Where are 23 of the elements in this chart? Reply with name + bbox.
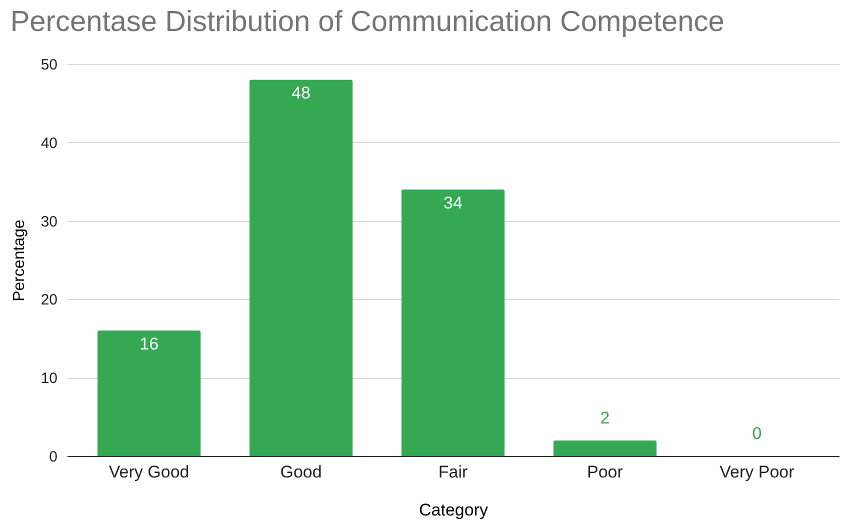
y-tick-label: 40 <box>40 134 58 152</box>
data-label: 48 <box>292 84 310 103</box>
data-label: 0 <box>752 424 762 443</box>
x-axis-title: Category <box>419 500 488 520</box>
x-tick-label: Good <box>280 462 322 482</box>
data-label: 2 <box>600 408 610 428</box>
x-tick-label: Very Good <box>108 462 190 482</box>
chart-title: Percentase Distribution of Communication Competence <box>10 6 724 38</box>
x-tick-label: Very Poor <box>720 462 795 482</box>
bar <box>97 330 201 456</box>
y-axis-title: Percentage <box>10 219 28 302</box>
data-label: 16 <box>140 334 159 354</box>
data-label: 34 <box>444 193 462 212</box>
y-tick-label: 10 <box>40 370 58 388</box>
bar <box>401 189 505 456</box>
x-tick-label: Fair <box>438 462 468 482</box>
bar <box>553 440 657 456</box>
y-tick-label: 30 <box>40 213 58 230</box>
y-tick-label: 0 <box>49 448 58 466</box>
y-tick-label: 50 <box>40 56 58 74</box>
y-tick-label: 20 <box>40 292 58 309</box>
bar <box>249 80 353 456</box>
x-tick-label: Poor <box>587 462 624 482</box>
